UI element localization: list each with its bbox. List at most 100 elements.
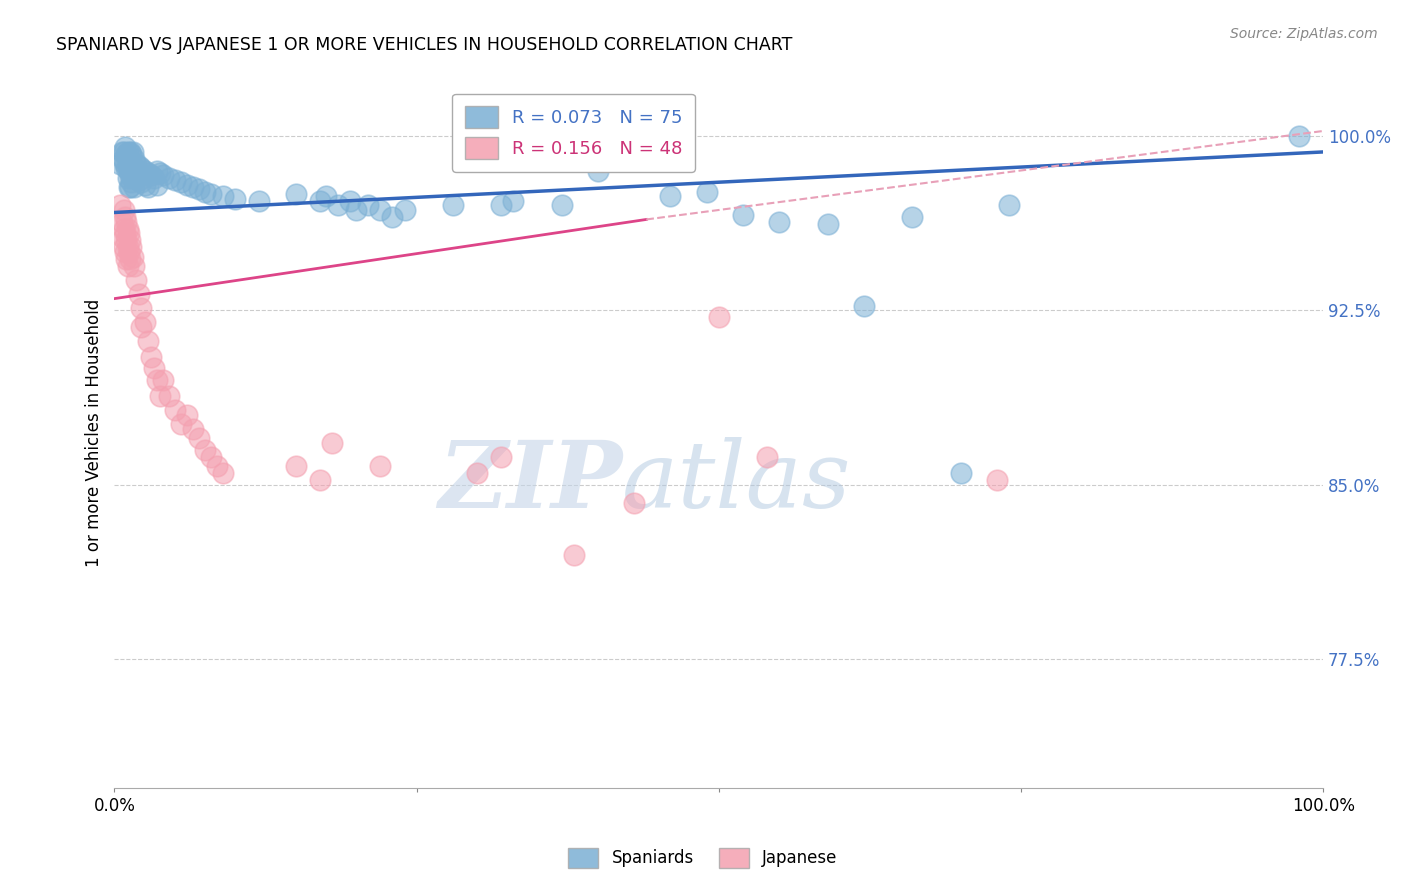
Point (122, 179, 145, 194)
Point (118, 227, 141, 241)
Point (118, 163, 141, 178)
Point (817, 217, 839, 231)
Point (188, 431, 211, 445)
Point (112, 221, 135, 235)
Point (114, 227, 136, 241)
Point (143, 361, 166, 376)
Point (117, 159, 139, 173)
Legend: R = 0.073   N = 75, R = 0.156   N = 48: R = 0.073 N = 75, R = 0.156 N = 48 (453, 94, 695, 172)
Point (181, 179, 204, 194)
Point (205, 459, 228, 474)
Point (145, 373, 167, 387)
Point (998, 198, 1021, 212)
Point (659, 189, 682, 203)
Point (284, 186, 307, 201)
Point (122, 259, 145, 273)
Point (163, 403, 186, 417)
Point (121, 170, 143, 185)
Point (120, 145, 142, 159)
Point (114, 156, 136, 170)
Point (181, 422, 204, 436)
Point (111, 215, 134, 229)
Point (370, 459, 392, 474)
Point (157, 170, 180, 185)
Point (120, 252, 142, 266)
Point (170, 417, 193, 432)
Point (200, 450, 222, 464)
Point (163, 173, 186, 187)
Point (110, 156, 132, 170)
Point (112, 145, 135, 159)
Point (115, 147, 138, 161)
Text: ZIP: ZIP (437, 437, 621, 527)
Y-axis label: 1 or more Vehicles in Household: 1 or more Vehicles in Household (86, 298, 103, 566)
Text: atlas: atlas (621, 437, 852, 527)
Point (139, 350, 162, 364)
Point (120, 161, 142, 176)
Point (112, 203, 135, 218)
Point (465, 467, 488, 481)
Point (152, 373, 174, 387)
Point (122, 152, 145, 166)
Point (128, 159, 150, 173)
Point (120, 156, 142, 170)
Point (111, 231, 134, 245)
Point (249, 194, 271, 208)
Point (309, 194, 332, 208)
Point (117, 221, 139, 235)
Point (134, 163, 156, 178)
Point (339, 194, 361, 208)
Point (152, 168, 174, 182)
Point (111, 145, 134, 159)
Point (145, 163, 167, 178)
Point (149, 389, 172, 403)
Point (118, 245, 141, 260)
Point (115, 215, 138, 229)
Point (125, 273, 148, 287)
Point (623, 496, 645, 510)
Point (1288, 128, 1310, 143)
Text: Source: ZipAtlas.com: Source: ZipAtlas.com (1230, 27, 1378, 41)
Point (212, 189, 235, 203)
Point (110, 198, 132, 212)
Point (224, 192, 246, 206)
Point (118, 152, 141, 166)
Point (707, 310, 730, 325)
Point (120, 175, 142, 189)
Point (562, 548, 585, 562)
Point (128, 287, 150, 301)
Point (111, 152, 134, 166)
Point (129, 301, 152, 315)
Point (115, 252, 138, 266)
Point (115, 234, 138, 248)
Point (949, 467, 972, 481)
Point (550, 198, 572, 212)
Point (852, 299, 875, 313)
Point (394, 203, 416, 218)
Point (986, 473, 1008, 487)
Point (114, 140, 136, 154)
Point (121, 250, 143, 264)
Point (139, 168, 162, 182)
Point (212, 467, 235, 481)
Point (170, 175, 193, 189)
Point (115, 161, 138, 176)
Point (134, 178, 156, 192)
Point (200, 186, 222, 201)
Point (117, 259, 139, 273)
Point (136, 166, 159, 180)
Point (502, 194, 524, 208)
Point (125, 156, 148, 170)
Point (118, 179, 141, 194)
Point (122, 166, 145, 180)
Point (176, 178, 198, 192)
Point (344, 203, 367, 218)
Point (128, 173, 150, 187)
Point (731, 208, 754, 222)
Point (188, 182, 211, 196)
Point (114, 210, 136, 224)
Point (194, 185, 217, 199)
Point (381, 210, 404, 224)
Point (309, 473, 332, 487)
Point (326, 198, 349, 212)
